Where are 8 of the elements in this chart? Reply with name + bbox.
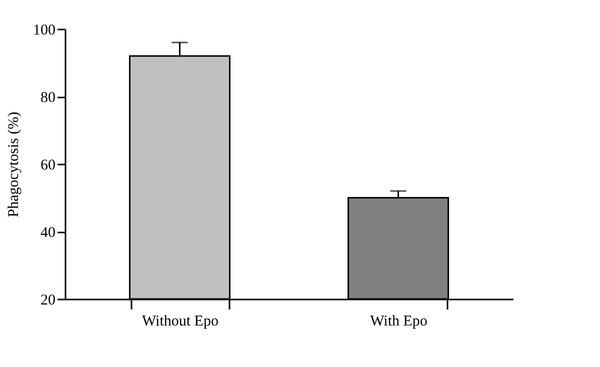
y-tick-label: 40 [40,225,56,241]
y-axis-title: Phagocytosis (%) [6,112,22,218]
x-tick-label: With Epo [370,314,428,330]
y-tick-label: 80 [40,90,56,106]
y-tick-label: 100 [33,22,56,38]
x-tick-label: Without Epo [142,314,218,330]
y-tick-label: 60 [40,158,56,174]
y-tick-label: 20 [40,292,56,308]
